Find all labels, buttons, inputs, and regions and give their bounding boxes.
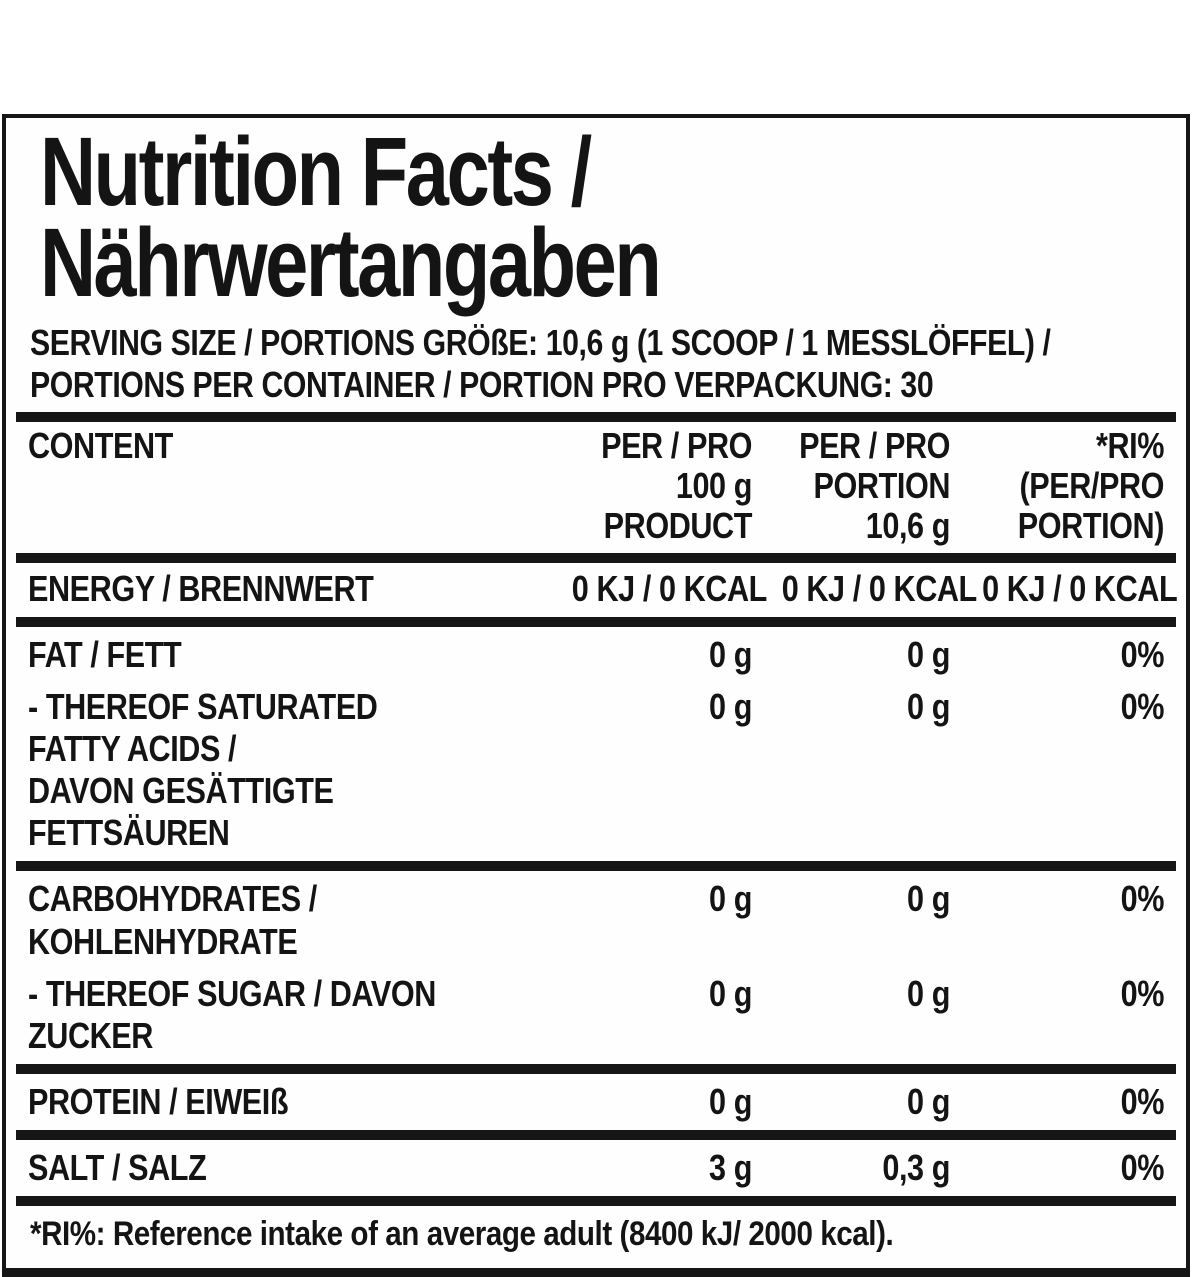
row-per-portion-value: 0 g bbox=[907, 972, 950, 1014]
header-per-portion-line3: 10,6 g bbox=[865, 505, 951, 547]
row-per-portion-value: 0 g bbox=[907, 633, 950, 675]
row-ri-percent-value: 0 KJ / 0 KCAL bbox=[982, 567, 1178, 609]
header-content-cell: CONTENT bbox=[28, 424, 540, 466]
table-row: - THEREOF SATURATED FATTY ACIDS / DAVON … bbox=[28, 681, 1164, 859]
row-per-100g-value: 0 g bbox=[709, 633, 752, 675]
header-per-portion-line1: PER / PRO bbox=[799, 424, 950, 466]
row-per-portion-value: 0 g bbox=[907, 686, 950, 727]
header-per-portion-line2: PORTION bbox=[813, 465, 951, 507]
row-per-100g-value: 0 g bbox=[709, 1080, 752, 1122]
table-row: CARBOHYDRATES / KOHLENHYDRATE 0 g 0 g 0% bbox=[28, 873, 1164, 967]
header-content-label: CONTENT bbox=[28, 424, 173, 466]
table-row: FAT / FETT 0 g 0 g 0% bbox=[28, 629, 1164, 681]
divider bbox=[16, 1196, 1176, 1207]
serving-info: SERVING SIZE / PORTIONS GRÖßE: 10,6 g (1… bbox=[30, 322, 1164, 406]
divider bbox=[16, 861, 1176, 872]
header-per-100g-cell: PER / PRO 100 g PRODUCT bbox=[540, 424, 753, 547]
label-title-line1: Nutrition Facts / bbox=[40, 117, 592, 226]
header-ri-percent-line1: *RI% bbox=[1095, 424, 1164, 466]
table-header: CONTENT PER / PRO 100 g PRODUCT PER / PR… bbox=[28, 424, 1165, 547]
row-per-100g-value: 0 g bbox=[709, 972, 752, 1014]
row-ri-percent-value: 0% bbox=[1120, 1146, 1165, 1188]
row-per-portion-value: 0 g bbox=[907, 878, 950, 920]
table-body: ENERGY / BRENNWERT 0 KJ / 0 KCAL 0 KJ / … bbox=[16, 563, 1178, 1207]
row-per-100g-value: 0 g bbox=[709, 878, 752, 920]
header-ri-percent-line2: (PER/PRO bbox=[1019, 465, 1164, 507]
serving-size-line: SERVING SIZE / PORTIONS GRÖßE: 10,6 g (1… bbox=[30, 322, 1051, 364]
divider-header-bottom bbox=[16, 552, 1176, 563]
row-per-100g-value: 3 g bbox=[709, 1146, 752, 1188]
row-nutrient-label: FAT / FETT bbox=[28, 633, 182, 675]
row-nutrient-label: CARBOHYDRATES / KOHLENHYDRATE bbox=[28, 878, 317, 962]
row-per-portion-value: 0 g bbox=[907, 1080, 950, 1122]
row-per-portion-value: 0,3 g bbox=[882, 1146, 950, 1188]
divider-top bbox=[16, 411, 1176, 422]
header-per-portion-cell: PER / PRO PORTION 10,6 g bbox=[752, 424, 951, 547]
row-ri-percent-value: 0% bbox=[1120, 686, 1165, 727]
page-background: Nutrition Facts / Nährwertangaben SERVIN… bbox=[2, 114, 1190, 1277]
label-title-line2: Nährwertangaben bbox=[40, 208, 662, 318]
row-per-100g-value: 0 g bbox=[709, 686, 752, 727]
table-row: ENERGY / BRENNWERT 0 KJ / 0 KCAL 0 KJ / … bbox=[28, 563, 1178, 615]
row-ri-percent-value: 0% bbox=[1120, 633, 1165, 675]
reference-intake-footnote: *RI%: Reference intake of an average adu… bbox=[30, 1215, 894, 1254]
header-ri-percent-line3: PORTION) bbox=[1017, 505, 1165, 547]
row-ri-percent-value: 0% bbox=[1120, 1080, 1165, 1122]
row-per-portion-value: 0 KJ / 0 KCAL bbox=[781, 567, 978, 609]
row-nutrient-label: PROTEIN / EIWEIß bbox=[28, 1080, 289, 1122]
row-ri-percent-value: 0% bbox=[1120, 972, 1165, 1014]
row-per-100g-value: 0 KJ / 0 KCAL bbox=[571, 567, 768, 609]
header-ri-percent-cell: *RI% (PER/PRO PORTION) bbox=[950, 424, 1165, 547]
row-ri-percent-value: 0% bbox=[1120, 878, 1165, 920]
divider bbox=[16, 616, 1176, 627]
divider bbox=[16, 1129, 1176, 1140]
header-per-100g-line2: 100 g bbox=[675, 465, 753, 507]
portions-per-container-line: PORTIONS PER CONTAINER / PORTION PRO VER… bbox=[30, 364, 934, 406]
row-nutrient-label: SALT / SALZ bbox=[28, 1146, 207, 1188]
header-per-100g-line3: PRODUCT bbox=[603, 505, 753, 547]
row-nutrient-label: - THEREOF SUGAR / DAVON ZUCKER bbox=[28, 972, 436, 1056]
label-title: Nutrition Facts / Nährwertangaben bbox=[40, 117, 1164, 318]
table-row: SALT / SALZ 3 g 0,3 g 0% bbox=[28, 1142, 1164, 1194]
row-nutrient-label: ENERGY / BRENNWERT bbox=[28, 567, 374, 609]
table-row: PROTEIN / EIWEIß 0 g 0 g 0% bbox=[28, 1076, 1164, 1128]
header-per-100g-line1: PER / PRO bbox=[601, 424, 752, 466]
divider bbox=[16, 1063, 1176, 1074]
nutrition-label: Nutrition Facts / Nährwertangaben SERVIN… bbox=[2, 114, 1190, 1277]
table-row: - THEREOF SUGAR / DAVON ZUCKER 0 g 0 g 0… bbox=[28, 968, 1164, 1062]
row-nutrient-label: - THEREOF SATURATED FATTY ACIDS / DAVON … bbox=[28, 686, 378, 854]
